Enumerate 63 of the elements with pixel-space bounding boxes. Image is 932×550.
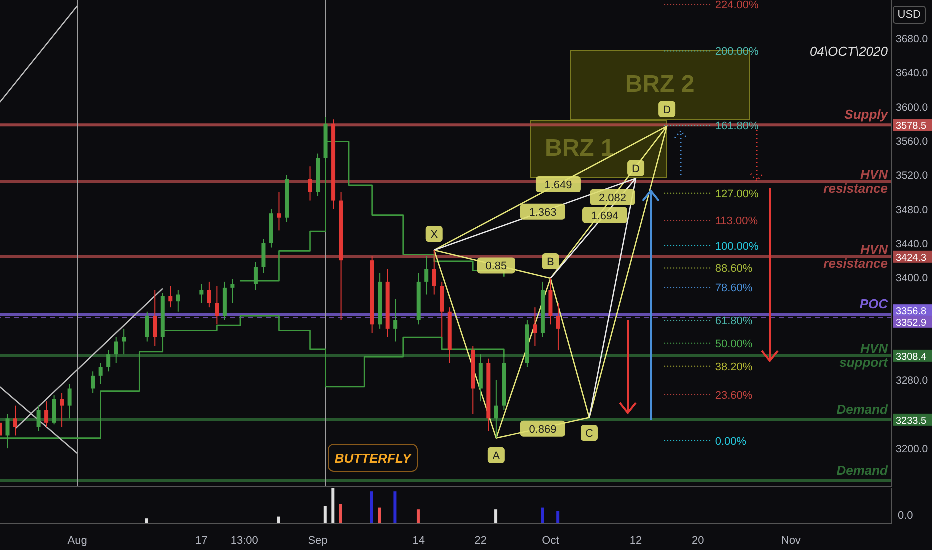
ref-line-label: 100.00% — [715, 241, 760, 254]
y-tick-label: 3440.0 — [896, 238, 928, 250]
ref-line-label: HVN resistance — [824, 242, 889, 271]
ref-line-label: 38.20% — [715, 361, 753, 374]
annotation: C — [586, 428, 594, 440]
ref-line-label: 200.00% — [715, 46, 760, 58]
ref-line-label: 127.00% — [715, 188, 760, 200]
x-tick-label: Aug — [68, 535, 88, 547]
ref-line-label: HVN support — [840, 340, 889, 370]
y-tick-label: 3400.0 — [896, 272, 928, 285]
annotation: B — [547, 256, 554, 268]
x-tick-label: 13:00 — [230, 535, 258, 547]
y-tick-label: 3600.0 — [896, 102, 928, 114]
annotation: D — [663, 104, 672, 116]
ref-line-label: Supply — [844, 107, 889, 122]
y-tick-label: 3560.0 — [896, 136, 928, 148]
ref-line-label: 50.00% — [715, 338, 753, 350]
x-tick-label: Oct — [542, 535, 560, 547]
y-tick-label: 3200.0 — [896, 444, 928, 456]
y-tick-label: 3233.5 — [896, 416, 928, 427]
x-tick-label: 17 — [196, 535, 208, 547]
y-tick-label: 3356.8 — [896, 306, 928, 318]
ref-line-label: 88.60% — [715, 263, 753, 276]
y-tick-label: 3352.9 — [896, 318, 928, 329]
ref-line-label: POC — [860, 296, 889, 312]
y-tick-label: 3424.3 — [896, 252, 928, 264]
annotation: BRZ 1 — [545, 135, 614, 162]
annotation: X — [430, 229, 439, 242]
ref-line-label: 113.00% — [715, 216, 758, 228]
annotation: 2.082 — [599, 192, 627, 204]
y-tick-label: 3640.0 — [896, 68, 928, 80]
annotation: D — [632, 163, 640, 176]
ref-line-label: 23.60% — [715, 390, 753, 402]
ref-line-label: HVN resistance — [824, 166, 889, 196]
text: USD — [892, 6, 926, 24]
x-tick-label: Sep — [308, 535, 328, 547]
annotation: 1.694 — [591, 210, 619, 222]
annotation: BRZ 2 — [625, 71, 695, 98]
ref-line-label: 0.00% — [715, 436, 747, 448]
annotation: 1.363 — [529, 206, 557, 219]
x-tick-label: 12 — [630, 535, 642, 547]
x-tick-label: Nov — [781, 535, 802, 547]
y-tick-label: 3520.0 — [896, 170, 928, 182]
text: 0.0 — [898, 510, 914, 522]
y-tick-label: 3308.4 — [896, 352, 928, 363]
x-tick-label: 20 — [692, 535, 704, 547]
y-tick-label: 3578.5 — [896, 121, 928, 132]
ref-line-label: Demand — [836, 463, 890, 478]
y-tick-label: 3280.0 — [896, 375, 928, 388]
annotation: 1.649 — [544, 180, 572, 192]
annotation: 0.869 — [529, 424, 557, 436]
annotation: BUTTERFLY — [328, 444, 418, 472]
annotation: 0.85 — [486, 260, 508, 273]
ref-line-label: 224.00% — [715, 0, 760, 12]
annotation: A — [492, 450, 501, 462]
text: 04\OCT\2020 — [810, 44, 888, 59]
y-tick-label: 3680.0 — [896, 33, 928, 46]
y-tick-label: 3480.0 — [896, 204, 928, 216]
ref-line-label: 61.80% — [715, 315, 753, 328]
ref-line-label: Demand — [836, 402, 890, 417]
x-tick-label: 22 — [474, 535, 488, 547]
x-tick-label: 14 — [412, 535, 425, 547]
ref-line-label: 78.60% — [715, 282, 753, 295]
